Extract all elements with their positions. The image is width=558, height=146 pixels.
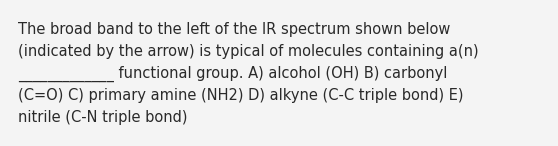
Text: (indicated by the arrow) is typical of molecules containing a(n): (indicated by the arrow) is typical of m… (18, 44, 479, 59)
Text: nitrile (C-N triple bond): nitrile (C-N triple bond) (18, 110, 187, 125)
Text: (C=O) C) primary amine (NH2) D) alkyne (C-C triple bond) E): (C=O) C) primary amine (NH2) D) alkyne (… (18, 88, 464, 103)
Text: The broad band to the left of the IR spectrum shown below: The broad band to the left of the IR spe… (18, 22, 450, 37)
Text: _____________ functional group. A) alcohol (OH) B) carbonyl: _____________ functional group. A) alcoh… (18, 66, 448, 82)
